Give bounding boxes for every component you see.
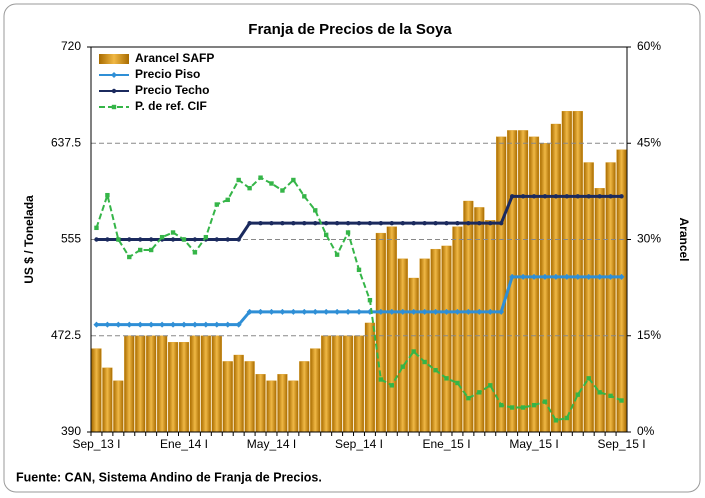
bar <box>441 245 452 433</box>
bar <box>266 380 277 433</box>
bar <box>135 335 146 433</box>
bar <box>299 361 310 433</box>
bar <box>255 374 266 433</box>
bar <box>200 335 211 433</box>
bar <box>342 335 354 433</box>
bar <box>518 130 529 433</box>
bar <box>157 335 168 433</box>
bar <box>332 335 343 433</box>
bar <box>375 232 386 433</box>
bar <box>474 207 485 433</box>
x-tick-label: May_15 I <box>509 437 558 451</box>
y-tick-label: 390 <box>61 424 81 438</box>
bar <box>222 361 233 433</box>
bar <box>386 226 397 433</box>
legend-label: Precio Piso <box>135 67 200 81</box>
y2-axis-title: Arancel <box>677 217 691 261</box>
bar <box>321 335 332 433</box>
bar <box>364 322 376 433</box>
bar <box>102 367 113 433</box>
line-series <box>94 175 624 423</box>
bar <box>310 348 321 433</box>
y2-tick-label: 30% <box>637 232 661 246</box>
x-tick-label: Sep_14 I <box>335 437 383 451</box>
bar <box>616 149 627 433</box>
bar <box>124 335 135 433</box>
y-tick-label: 637.5 <box>51 135 81 149</box>
x-tick-label: Ene_14 I <box>160 437 208 451</box>
bar <box>496 136 507 433</box>
y-tick-label: 555 <box>61 232 81 246</box>
bar <box>244 361 255 433</box>
bar <box>528 136 540 433</box>
bar <box>605 162 616 433</box>
bar <box>146 335 157 433</box>
bar <box>277 374 288 433</box>
bar <box>572 111 583 433</box>
bar <box>594 188 605 433</box>
legend-label: Precio Techo <box>135 83 209 97</box>
bar <box>397 258 408 433</box>
bar <box>539 143 551 433</box>
x-tick-label: Ene_15 I <box>422 437 470 451</box>
bar <box>189 335 200 433</box>
bar <box>211 335 222 433</box>
y2-tick-label: 0% <box>637 424 655 438</box>
y2-tick-label: 60% <box>637 39 661 53</box>
legend-swatch <box>99 54 129 64</box>
y2-tick-label: 45% <box>637 135 661 149</box>
y-tick-label: 472.5 <box>51 328 81 342</box>
bar <box>233 354 244 433</box>
y-axis-title: US $ / Tonelada <box>22 195 36 284</box>
bar <box>561 111 572 433</box>
bar <box>353 335 365 433</box>
x-tick-label: May_14 I <box>247 437 296 451</box>
bar <box>178 342 190 433</box>
bar <box>430 248 441 433</box>
bar <box>583 162 594 433</box>
x-tick-label: Sep_15 I <box>598 437 646 451</box>
bar <box>167 342 179 433</box>
bar <box>485 220 496 433</box>
x-tick-label: Sep_13 I <box>72 437 120 451</box>
bar <box>419 258 430 433</box>
bar <box>91 348 102 433</box>
chart-title: Franja de Precios de la Soya <box>248 21 452 38</box>
plot-border <box>90 46 628 433</box>
y2-tick-label: 15% <box>637 328 661 342</box>
bar <box>288 380 299 433</box>
source-note: Fuente: CAN, Sistema Andino de Franja de… <box>16 470 322 484</box>
bar <box>113 380 124 433</box>
legend-label: P. de ref. CIF <box>135 99 207 113</box>
legend-label: Arancel SAFP <box>135 51 214 65</box>
y-tick-label: 720 <box>61 39 81 53</box>
bar <box>452 226 463 433</box>
